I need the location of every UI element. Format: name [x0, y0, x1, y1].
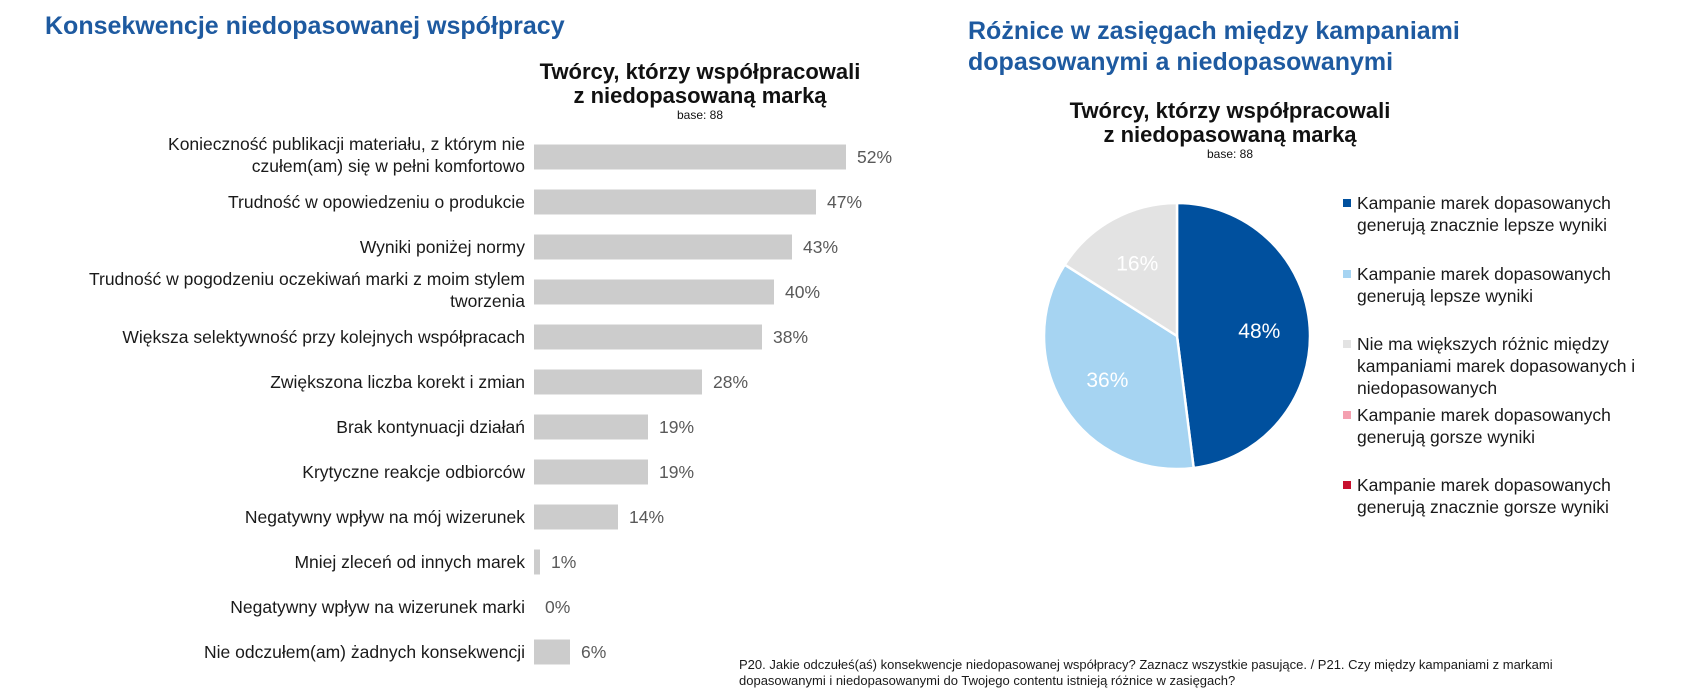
- category-label-11: Negatywny wpływ na wizerunek marki: [230, 597, 525, 617]
- right-section-title: Różnice w zasięgach między kampaniami do…: [968, 16, 1668, 78]
- bar-value-label-3: 43%: [803, 237, 838, 257]
- legend-label-4-2: generują gorsze wyniki: [1357, 426, 1536, 447]
- bar-value-label-6: 28%: [713, 372, 748, 392]
- category-label-10: Mniej zleceń od innych marek: [294, 552, 525, 572]
- legend-label-2-1: Kampanie marek dopasowanych: [1357, 263, 1611, 284]
- legend-item-2: Kampanie marek dopasowanych generują leps…: [1343, 263, 1611, 307]
- bar-title-line2: z niedopasowaną marką: [573, 83, 827, 108]
- pie-slice-label-1: 48%: [1238, 320, 1280, 343]
- category-label-6: Zwiększona liczba korekt i zmian: [270, 372, 525, 392]
- legend-swatch-2: [1343, 269, 1351, 278]
- bar-value-label-10: 1%: [551, 552, 576, 572]
- legend-label-5-1: Kampanie marek dopasowanych: [1357, 475, 1611, 495]
- legend-item-1: Kampanie marek dopasowanych generują znac…: [1343, 192, 1611, 236]
- legend-item-3: Nie ma większych różnic między kampaniami…: [1343, 333, 1635, 399]
- pie-slice-label-2: 36%: [1086, 369, 1128, 392]
- bar-chart-title: Twórcy, którzy współpracowali z niedopas…: [500, 59, 900, 123]
- bar-10: [534, 549, 540, 575]
- bar-8: [534, 459, 648, 485]
- bar-9: [534, 504, 618, 530]
- footnote-line2: dopasowanymi i niedopasowanymi do Twojeg…: [739, 673, 1236, 688]
- bar-value-label-4: 40%: [785, 282, 820, 302]
- bar-6: [534, 369, 702, 395]
- category-label-5: Większa selektywność przy kolejnych wspó…: [122, 327, 525, 347]
- bar-2: [534, 189, 816, 215]
- bar-value-label-12: 6%: [581, 642, 606, 662]
- left-section-title: Konsekwencje niedopasowanej współpracy: [45, 12, 565, 40]
- category-label-4: Trudność w pogodzeniu oczekiwań marki z …: [89, 269, 525, 311]
- footnote-line1: P20. Jakie odczułeś(aś) konsekwencje nie…: [739, 657, 1553, 672]
- bar-value-label-7: 19%: [659, 417, 694, 437]
- pie-chart-title: Twórcy, którzy współpracowali z niedopas…: [1030, 98, 1430, 162]
- bar-value-label-9: 14%: [629, 507, 664, 527]
- legend-label-1-1: Kampanie marek dopasowanych: [1357, 193, 1611, 213]
- bar-value-label-11: 0%: [545, 597, 570, 617]
- bar-12: [534, 639, 570, 665]
- category-label-12: Nie odczułem(am) żadnych konsekwencji: [204, 642, 525, 662]
- legend-swatch-1: [1343, 199, 1351, 207]
- legend-item-4: Kampanie marek dopasowanych generują gors…: [1343, 404, 1611, 448]
- bar-value-label-8: 19%: [659, 462, 694, 482]
- pie-slice-1: [1175, 201, 1312, 470]
- legend-label-3-1: Nie ma większych różnic między: [1357, 334, 1609, 354]
- bar-value-label-2: 47%: [827, 192, 862, 212]
- pie-slice-2: [1042, 263, 1196, 471]
- bar-title-line1: Twórcy, którzy współpracowali: [539, 59, 861, 84]
- category-label-1: Konieczność publikacji materiału, z któr…: [168, 134, 525, 176]
- category-label-3: Wyniki poniżej normy: [360, 237, 525, 257]
- bar-1: [534, 144, 846, 170]
- bar-4: [534, 279, 774, 305]
- bar-5: [534, 324, 762, 350]
- legend-swatch-5: [1343, 481, 1351, 489]
- pie-slice-3: [1062, 201, 1179, 339]
- legend-label-3-2: kampaniami marek dopasowanych i: [1357, 356, 1636, 376]
- legend-label-1-2: generują znacznie lepsze wyniki: [1357, 215, 1607, 235]
- bar-7: [534, 414, 648, 440]
- legend-swatch-4: [1343, 410, 1351, 419]
- bar-base-label: base: 88: [676, 108, 724, 122]
- legend-label-2-2: generują lepsze wyniki: [1357, 285, 1534, 306]
- legend-swatch-3: [1343, 340, 1351, 348]
- pie-chart: 48% 36% 16%: [1042, 201, 1312, 471]
- pie-title-line1: Twórcy, którzy współpracowali: [1069, 98, 1391, 123]
- bar-3: [534, 234, 792, 260]
- category-label-7: Brak kontynuacji działań: [336, 417, 525, 437]
- category-label-8: Krytyczne reakcje odbiorców: [302, 462, 525, 482]
- pie-base-label: base: 88: [1206, 147, 1254, 161]
- legend-label-4-1: Kampanie marek dopasowanych: [1357, 404, 1611, 425]
- category-label-2: Trudność w opowiedzeniu o produkcie: [228, 192, 525, 212]
- legend-item-5: Kampanie marek dopasowanych generują znac…: [1343, 474, 1611, 518]
- legend-label-3-3: niedopasowanych: [1357, 378, 1498, 398]
- right-title-line2: dopasowanymi a niedopasowanymi: [968, 48, 1394, 76]
- bar-value-label-1: 52%: [857, 147, 892, 167]
- bar-chart: 52% Konieczność publikacji materiału, z k…: [89, 134, 892, 665]
- right-title-line1: Różnice w zasięgach między kampaniami: [968, 17, 1460, 45]
- footnote: P20. Jakie odczułeś(aś) konsekwencje nie…: [739, 657, 1669, 689]
- category-label-9: Negatywny wpływ na mój wizerunek: [245, 507, 525, 527]
- bar-value-label-5: 38%: [773, 327, 808, 347]
- legend-label-5-2: generują znacznie gorsze wyniki: [1357, 497, 1609, 517]
- pie-title-line2: z niedopasowaną marką: [1103, 122, 1357, 147]
- pie-slice-label-3: 16%: [1116, 253, 1158, 276]
